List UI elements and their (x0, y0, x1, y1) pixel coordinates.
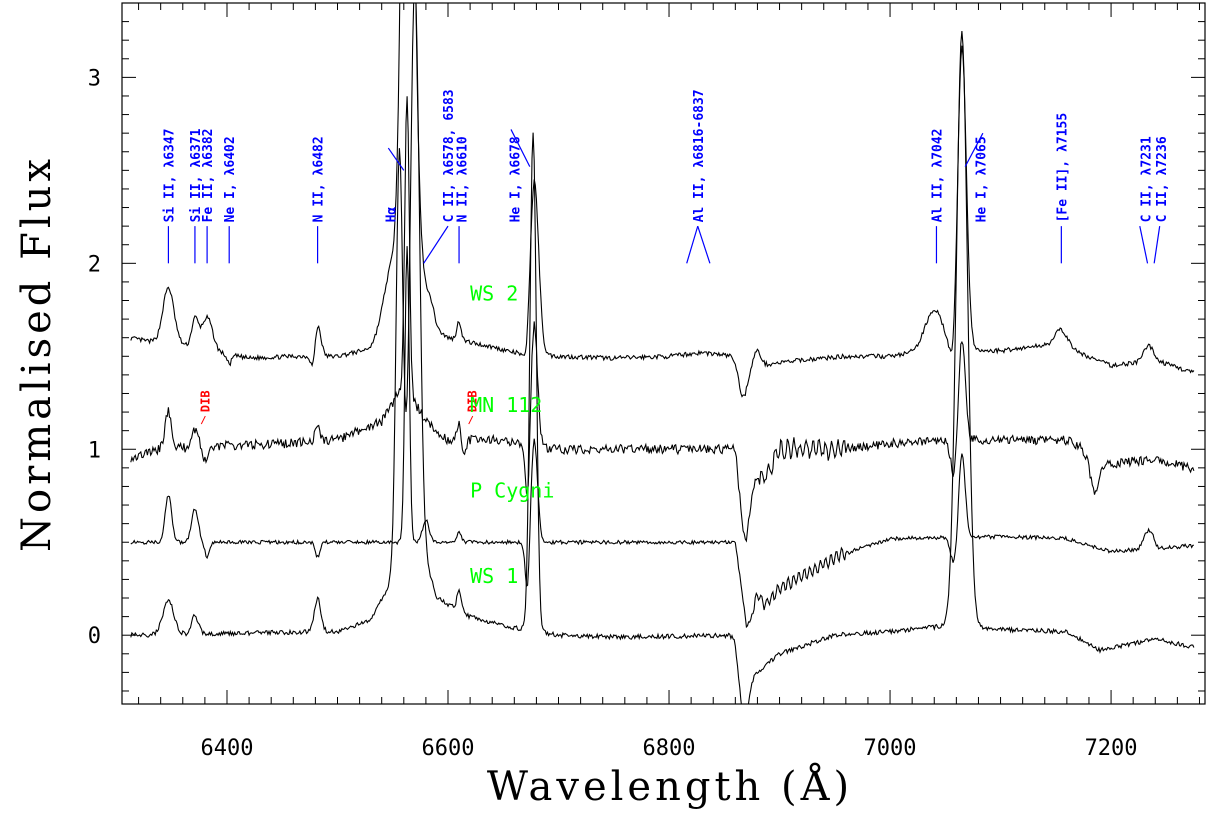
spectrum-ws-2 (130, 3, 1195, 398)
spectra-layer (130, 3, 1195, 704)
line-id-label: He I, λ7065 (975, 136, 990, 222)
line-id-marker (1153, 226, 1161, 264)
x-tick-label: 6800 (643, 736, 696, 761)
y-tick-label: 1 (88, 438, 101, 463)
line-id-label: N II, λ6482 (312, 136, 327, 222)
star-label: P Cygni (470, 479, 554, 503)
line-id-label: C II, λ7231 (1139, 136, 1154, 222)
line-id-label: C II, λ6578, 6583 (442, 89, 457, 222)
line-id-label: Si II, λ6371 (189, 128, 204, 222)
line-id-label: [Fe II], λ7155 (1055, 113, 1070, 223)
star-labels: WS 2 MN 112 P Cygni WS 1 (470, 282, 554, 589)
y-axis-title: Normalised Flux (14, 155, 60, 552)
halpha-pointer (387, 147, 405, 171)
line-id-label: Ne I, λ6402 (223, 136, 238, 222)
line-id-label: He I, λ6678 (508, 136, 523, 222)
line-id-label: Hα (385, 207, 400, 223)
line-id-label: Al II, λ6816-6837 (692, 89, 707, 222)
x-tick-label: 6600 (422, 736, 475, 761)
plot-border (121, 2, 1206, 705)
spectrum-ws-1 (130, 3, 1195, 704)
spectrum-p-cygni (130, 246, 1195, 629)
star-label: MN 112 (470, 393, 542, 417)
line-id-marker (1139, 226, 1149, 264)
line-id-marker (423, 225, 449, 264)
dib-marker (200, 415, 206, 425)
y-tick-label: 2 (88, 252, 101, 277)
dib-marker (468, 415, 474, 425)
line-id-label: Si II, λ6347 (162, 128, 177, 222)
spectrum-mn-112 (130, 96, 1195, 543)
line-id-label: N II, λ6610 (455, 136, 470, 222)
dib-label: DIB (198, 390, 212, 412)
line-id-marker (686, 225, 699, 264)
x-axis-title: Wavelength (Å) (487, 763, 853, 810)
x-tick-label: 6400 (200, 736, 253, 761)
x-tick-label: 7200 (1085, 736, 1138, 761)
hei-6678-pointer (510, 129, 531, 167)
x-tick-label: 7000 (864, 736, 917, 761)
star-label: WS 1 (470, 564, 518, 588)
line-id-label: Fe II, λ6382 (201, 128, 216, 222)
line-id-label: C II, λ7236 (1155, 136, 1170, 222)
hei-7065-pointer (964, 132, 984, 167)
line-id-marker (697, 225, 711, 264)
dib-label: DIB (466, 390, 480, 412)
y-tick-label: 3 (88, 66, 101, 91)
y-tick-label: 0 (88, 624, 101, 649)
line-id-label: Al II, λ7042 (930, 128, 945, 222)
star-label: WS 2 (470, 282, 518, 306)
plot-frame: 6400 6600 6800 7000 7200 0 1 2 3 (88, 2, 1206, 761)
